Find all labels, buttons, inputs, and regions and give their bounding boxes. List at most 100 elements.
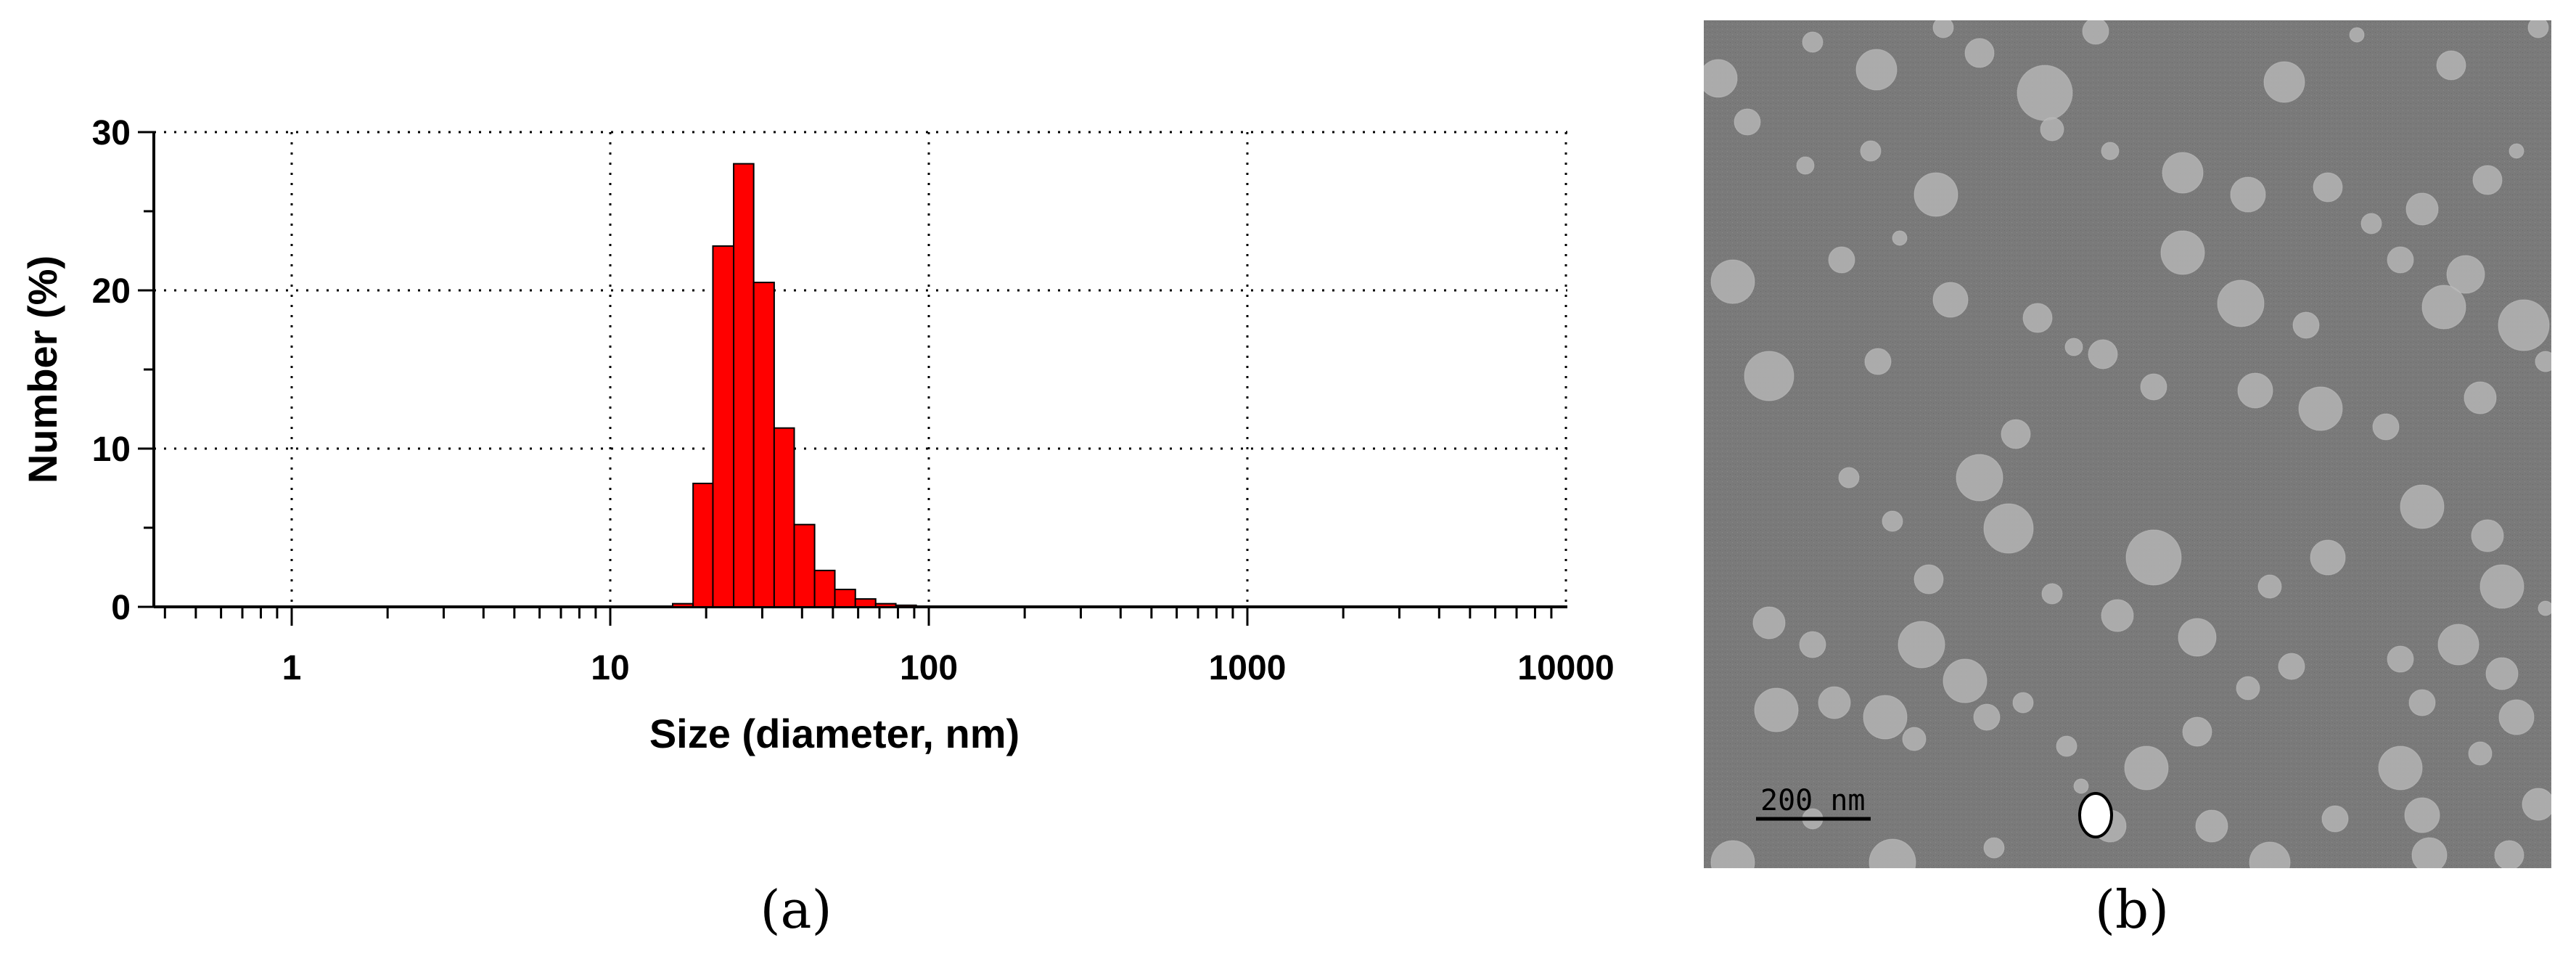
particle [2360, 213, 2382, 234]
particle [2182, 716, 2212, 747]
particle [1932, 282, 1969, 318]
particle [2101, 142, 2120, 160]
bar-11 [895, 604, 917, 608]
particle [2064, 338, 2083, 356]
particle [2468, 741, 2493, 766]
particle [1860, 140, 1882, 162]
particle [2411, 837, 2448, 868]
particle [2001, 419, 2031, 449]
particle [1799, 631, 1826, 658]
particle [2509, 143, 2524, 159]
x-tick-label: 100 [900, 649, 958, 687]
particle [2140, 373, 2167, 401]
particle [2437, 624, 2479, 666]
particle [1802, 31, 1824, 53]
particle [2298, 386, 2343, 431]
particle [2400, 484, 2445, 529]
particle [1744, 351, 1794, 401]
particle [1863, 695, 1908, 740]
particle [2082, 20, 2109, 45]
scale-bar-label: 200 nm [1760, 784, 1866, 817]
particle [2278, 653, 2305, 680]
bar-8 [834, 589, 856, 608]
particle [1710, 259, 1755, 304]
particle [2237, 372, 2273, 409]
particle [1752, 606, 1786, 640]
x-tick-label: 1 [282, 649, 302, 687]
labels-layer: 1 10 100 1000 10000 0 10 20 30 [92, 114, 1615, 687]
y-tick-label: 10 [92, 430, 131, 469]
particle [2522, 788, 2551, 821]
particle [2310, 539, 2346, 576]
bar-3 [733, 163, 755, 608]
particle [2162, 152, 2204, 194]
particle [2160, 230, 2205, 275]
y-tick-label: 20 [92, 272, 131, 311]
bar-6 [793, 523, 816, 608]
particle [2446, 255, 2485, 294]
particle [1710, 840, 1755, 868]
particle [2321, 805, 2349, 833]
particle [2472, 165, 2503, 195]
micrograph-background [1704, 20, 2551, 868]
particle [2257, 574, 2282, 599]
bar-5 [773, 427, 795, 608]
ticks-layer [138, 131, 1553, 626]
bar-4 [752, 282, 775, 608]
particle [2349, 27, 2365, 43]
particle [1855, 49, 1898, 91]
particle [2313, 172, 2343, 203]
particle [2124, 746, 2169, 791]
particle [2088, 339, 2118, 369]
particle [2421, 285, 2466, 330]
particle [1902, 727, 1927, 751]
particle [2236, 676, 2260, 700]
axes-layer [152, 132, 1567, 608]
particle [1796, 156, 1815, 175]
particle [2263, 61, 2305, 103]
particle [2498, 699, 2535, 735]
particle [1964, 38, 1995, 68]
particle [2056, 735, 2077, 757]
tem-micrograph: 200 nm [1704, 20, 2551, 868]
y-tick-label: 0 [111, 589, 131, 627]
y-tick-label: 30 [92, 114, 131, 152]
particle [2405, 192, 2439, 226]
particle [2017, 65, 2073, 121]
particle [2125, 529, 2182, 586]
particle [1818, 686, 1851, 719]
bar-2 [712, 245, 735, 608]
particle [1734, 108, 1761, 136]
bar-10 [874, 602, 897, 608]
x-axis-title: Size (diameter, nm) [649, 711, 1020, 756]
particle [2378, 746, 2423, 791]
grid-layer [154, 131, 1567, 607]
particle [2073, 778, 2089, 794]
particle [2178, 618, 2217, 657]
particle [2404, 797, 2440, 833]
particle [1932, 20, 1954, 38]
particle [1913, 564, 1944, 595]
particle [2040, 117, 2064, 142]
particle [2408, 689, 2436, 716]
particle [2041, 583, 2063, 605]
particle [1864, 348, 1892, 375]
bright-artifact [2078, 792, 2113, 838]
particle [2101, 599, 2134, 632]
x-tick-label: 10 [591, 649, 629, 687]
bar-9 [854, 598, 877, 608]
particle [2195, 809, 2228, 843]
particle [2292, 311, 2320, 339]
particle [2464, 381, 2497, 414]
particle [2538, 600, 2551, 616]
particle [2387, 645, 2414, 673]
bar-0 [671, 602, 694, 608]
particle [1754, 687, 1799, 732]
particle [1956, 454, 2003, 502]
x-tick-label: 1000 [1209, 649, 1287, 687]
particle [2022, 303, 2053, 333]
particle [2527, 20, 2549, 38]
bars-layer [671, 163, 917, 608]
